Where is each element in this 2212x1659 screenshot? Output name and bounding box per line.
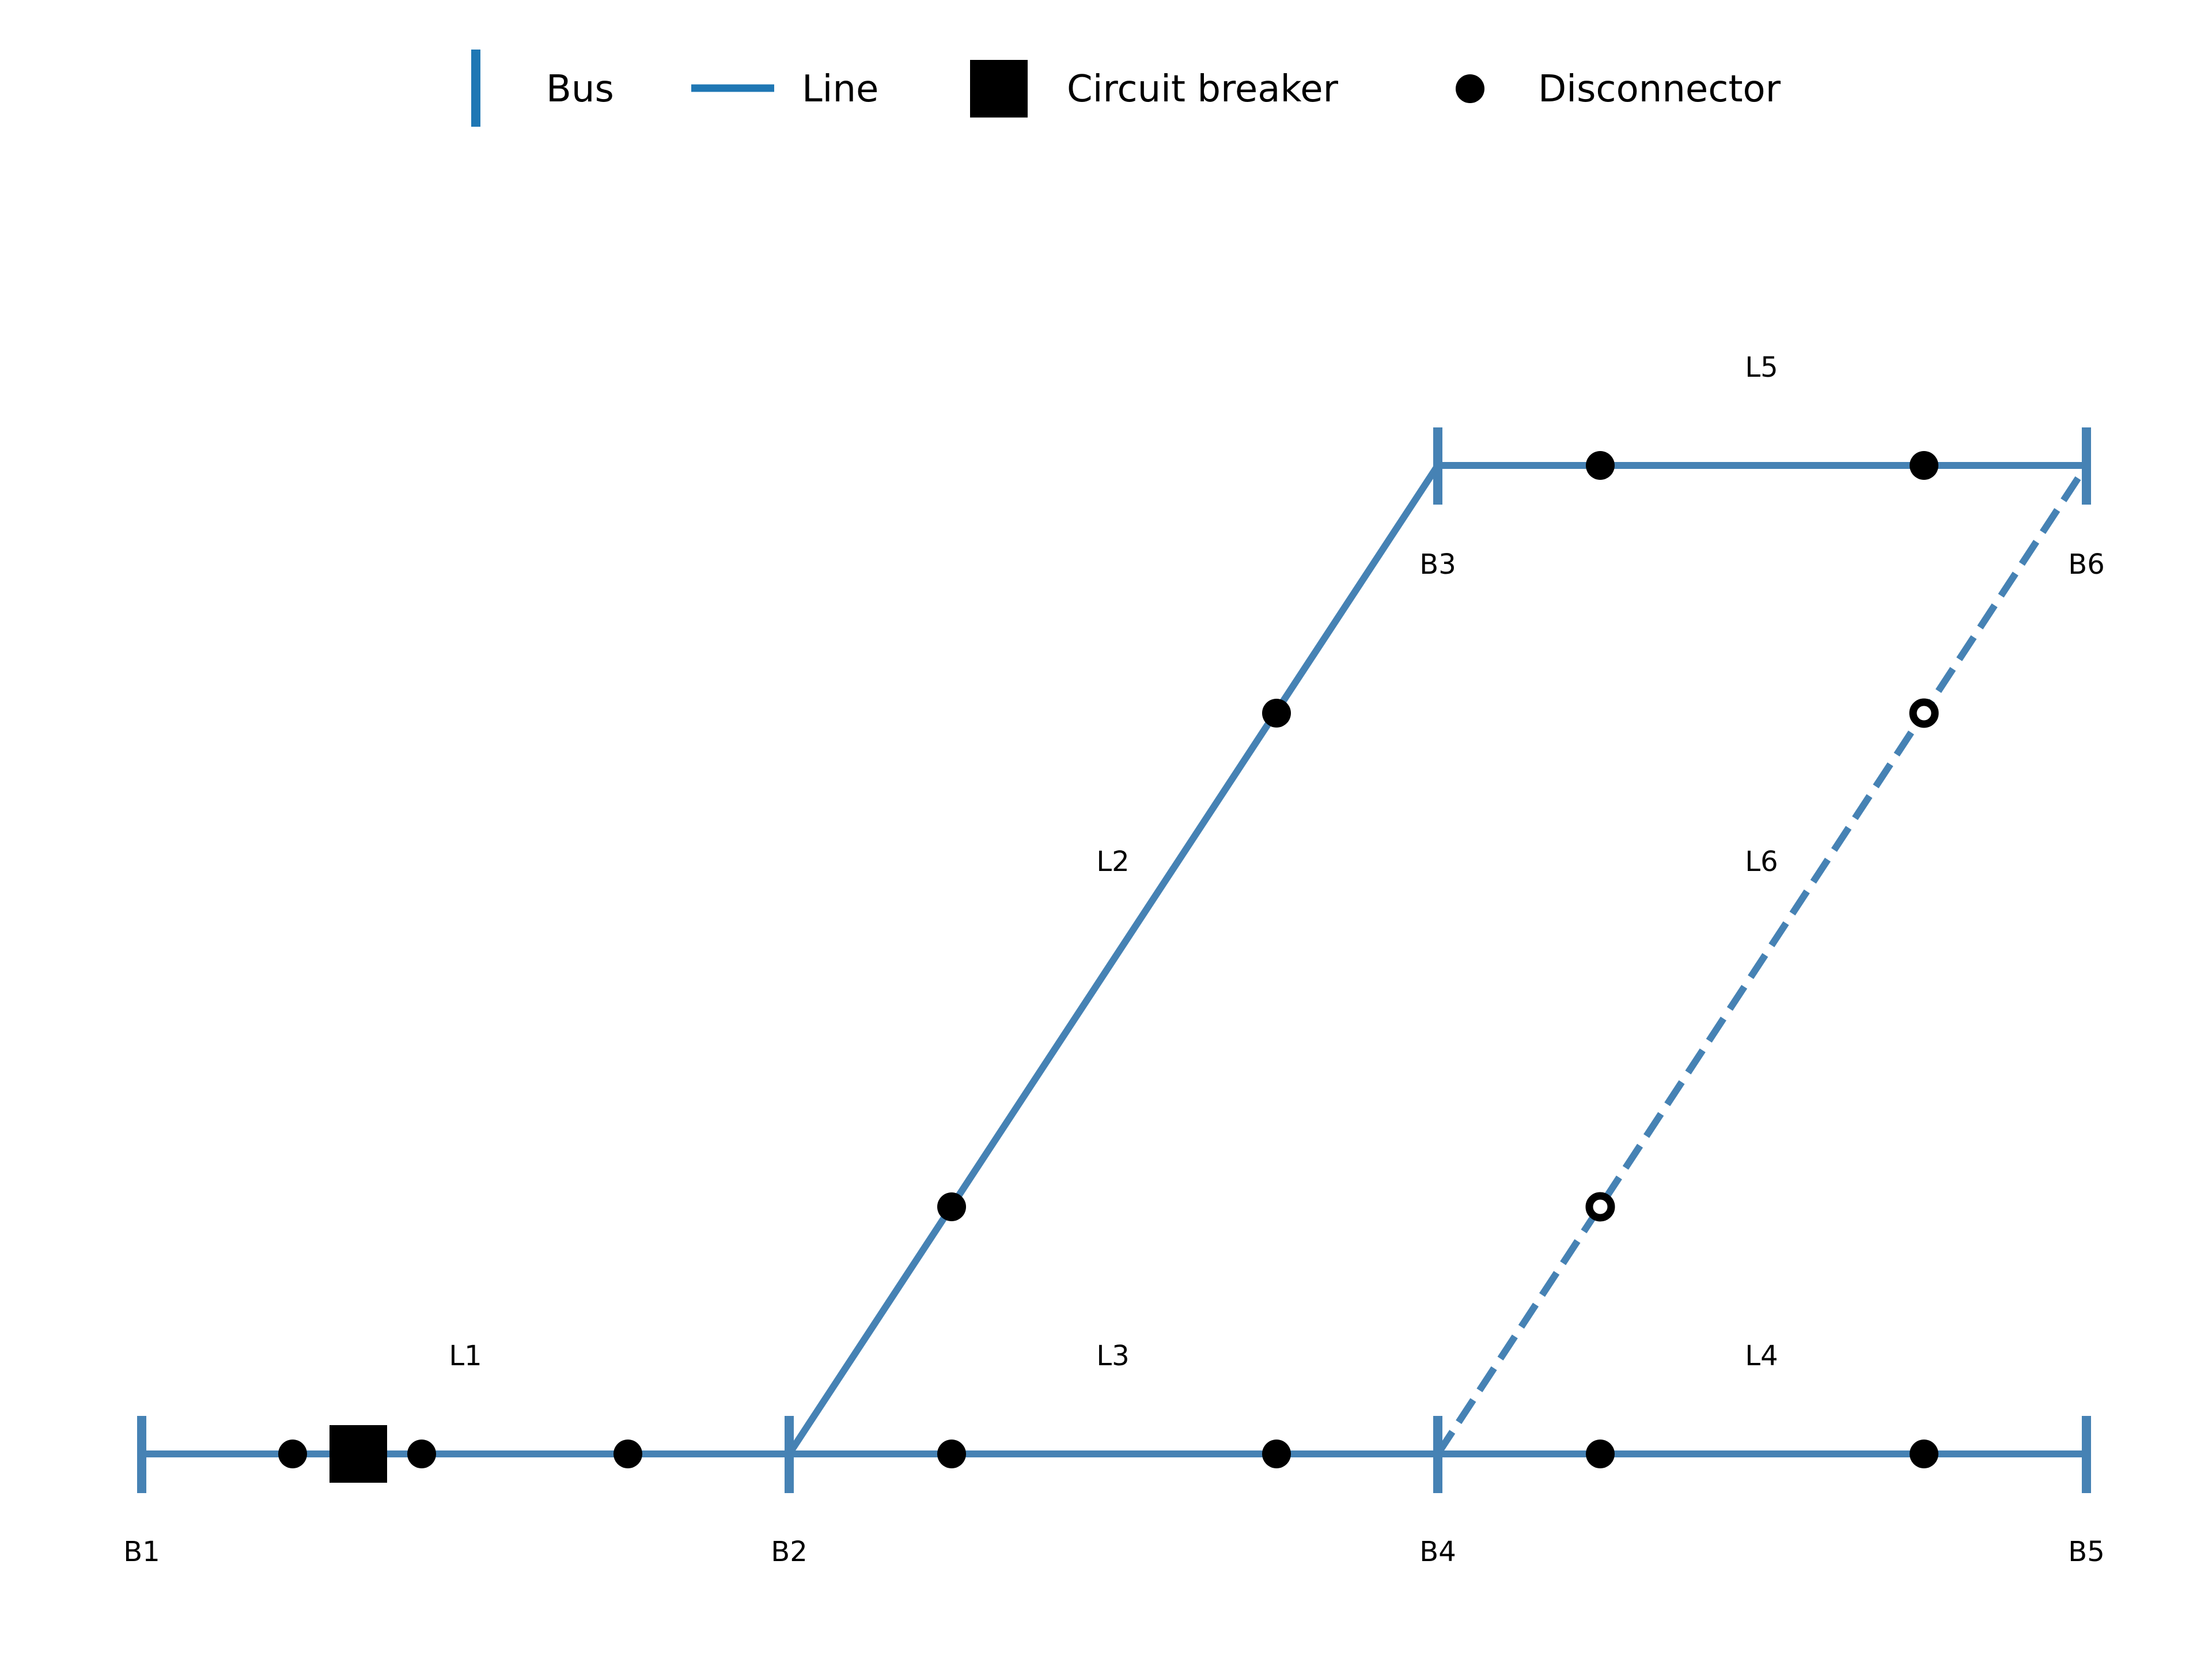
lines [142, 462, 2090, 1457]
l2-disconnector-1 [937, 1192, 966, 1221]
legend: Bus Line Circuit breaker Disconnector [471, 50, 1781, 127]
line-l2 [786, 463, 1441, 1456]
l3-disconnector-2 [1262, 1440, 1291, 1468]
legend-disconnector-symbol [1456, 74, 1484, 103]
l1-circuit-breaker [329, 1425, 387, 1483]
bus-label-b4: B4 [1419, 1536, 1456, 1568]
bus-label-b1: B1 [123, 1536, 160, 1568]
l5-disconnector-2 [1910, 451, 1938, 480]
line-labels: L1 L2 L3 L4 L5 L6 [449, 351, 1778, 1372]
bus-label-b6: B6 [2068, 548, 2104, 581]
line-label-l5: L5 [1745, 351, 1778, 384]
l1-disconnector-1 [278, 1440, 307, 1468]
l1-disconnector-3 [613, 1440, 642, 1468]
legend-circuit-breaker-label: Circuit breaker [1067, 68, 1339, 111]
l5-disconnector-1 [1586, 451, 1615, 480]
line-label-l2: L2 [1096, 846, 1129, 878]
l6-open-disconnector-1 [1585, 1192, 1615, 1222]
l4-disconnector-2 [1910, 1440, 1938, 1468]
devices [278, 451, 1939, 1483]
legend-disconnector-label: Disconnector [1538, 68, 1781, 111]
line-label-l1: L1 [449, 1340, 482, 1372]
l6-open-disconnector-2 [1909, 698, 1939, 728]
legend-bus-label: Bus [546, 68, 614, 111]
line-l6 [1434, 463, 2090, 1456]
buses [137, 427, 2091, 1493]
bus-label-b5: B5 [2068, 1536, 2104, 1568]
line-label-l4: L4 [1745, 1340, 1778, 1372]
bus-label-b3: B3 [1419, 548, 1456, 581]
line-label-l6: L6 [1745, 846, 1778, 878]
l4-disconnector-1 [1586, 1440, 1615, 1468]
bus-labels: B1 B2 B3 B4 B5 B6 [123, 548, 2104, 1568]
l2-disconnector-2 [1262, 699, 1291, 728]
l3-disconnector-1 [937, 1440, 966, 1468]
legend-line-label: Line [802, 68, 878, 111]
line-label-l3: L3 [1096, 1340, 1129, 1372]
bus-label-b2: B2 [771, 1536, 807, 1568]
l1-disconnector-2 [407, 1440, 436, 1468]
legend-circuit-breaker-symbol [970, 60, 1028, 118]
